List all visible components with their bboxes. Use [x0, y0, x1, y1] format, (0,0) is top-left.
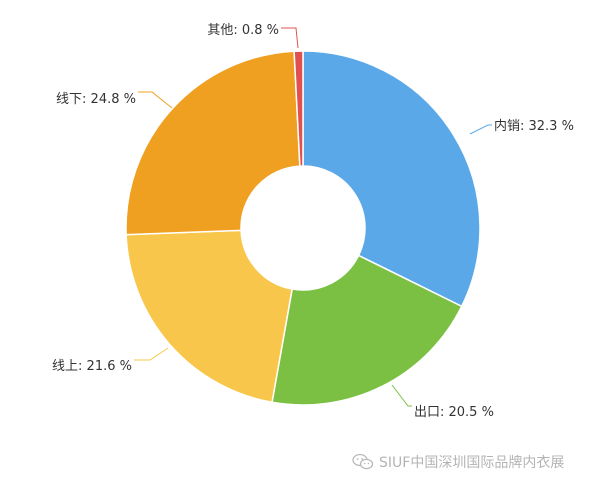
- slice-1[interactable]: [271, 254, 463, 406]
- slice-label-0: 内销: 32.3 %: [494, 118, 574, 134]
- leader-line-0: [469, 124, 492, 135]
- slice-3[interactable]: [125, 50, 301, 236]
- slice-0[interactable]: [302, 50, 481, 308]
- leader-line-3: [138, 91, 173, 109]
- slice-label-1: 出口: 20.5 %: [414, 405, 494, 420]
- leader-line-1: [391, 384, 412, 407]
- watermark-text: SIUF中国深圳国际品牌内衣展: [379, 455, 565, 471]
- slice-label-3: 线下: 24.8 %: [56, 92, 136, 107]
- slice-2[interactable]: [125, 229, 294, 404]
- slice-label-2: 线上: 21.6 %: [52, 359, 132, 374]
- slice-4[interactable]: [293, 50, 304, 167]
- wechat-icon: [352, 453, 374, 471]
- leader-line-2: [134, 347, 169, 361]
- watermark: SIUF中国深圳国际品牌内衣展: [352, 452, 564, 472]
- leader-line-4: [281, 27, 299, 49]
- slice-label-4: 其他: 0.8 %: [207, 23, 279, 38]
